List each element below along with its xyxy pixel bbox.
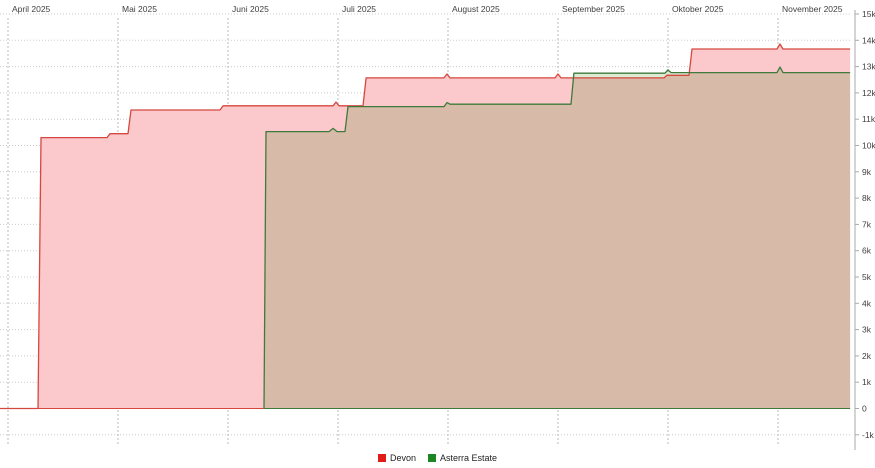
legend-item-devon[interactable]: Devon xyxy=(377,453,416,463)
x-axis-label: Juni 2025 xyxy=(232,4,269,14)
y-axis-label: 6k xyxy=(862,246,872,256)
series-line-devon xyxy=(0,43,851,410)
y-axis-label: -1k xyxy=(862,430,875,440)
y-axis-label: 1k xyxy=(862,377,872,387)
y-axis-label: 3k xyxy=(862,325,872,335)
y-axis-label: 14k xyxy=(862,35,875,45)
series-line-asterra-estate xyxy=(263,66,851,409)
devon-legend-swatch-icon xyxy=(377,454,386,462)
series-fill-asterra-estate xyxy=(264,67,851,409)
chart-legend: Devon Asterra Estate xyxy=(0,451,875,465)
x-axis-label: August 2025 xyxy=(452,4,500,14)
y-axis-label: 2k xyxy=(862,351,872,361)
y-axis-label: 7k xyxy=(862,219,872,229)
x-axis-label: Oktober 2025 xyxy=(672,4,724,14)
y-axis-label: 5k xyxy=(862,272,872,282)
y-axis-label: 10k xyxy=(862,141,875,151)
y-axis-label: 9k xyxy=(862,167,872,177)
y-axis-label: 8k xyxy=(862,193,872,203)
asterra-estate-legend-swatch-icon xyxy=(427,454,436,462)
x-axis-label: Juli 2025 xyxy=(342,4,376,14)
y-axis-label: 11k xyxy=(862,114,875,124)
legend-label-devon: Devon xyxy=(389,453,416,463)
y-axis-label: 12k xyxy=(862,88,875,98)
y-axis-label: 13k xyxy=(862,62,875,72)
legend-item-asterra-estate[interactable]: Asterra Estate xyxy=(427,453,498,463)
x-axis-label: April 2025 xyxy=(12,4,51,14)
y-axis-label: 0 xyxy=(862,404,867,414)
x-axis-label: September 2025 xyxy=(562,4,625,14)
x-axis-label: Mai 2025 xyxy=(122,4,157,14)
y-axis-label: 4k xyxy=(862,298,872,308)
y-axis-label: 15k xyxy=(862,9,875,19)
legend-label-asterra-estate: Asterra Estate xyxy=(439,453,498,463)
x-axis-label: November 2025 xyxy=(782,4,843,14)
